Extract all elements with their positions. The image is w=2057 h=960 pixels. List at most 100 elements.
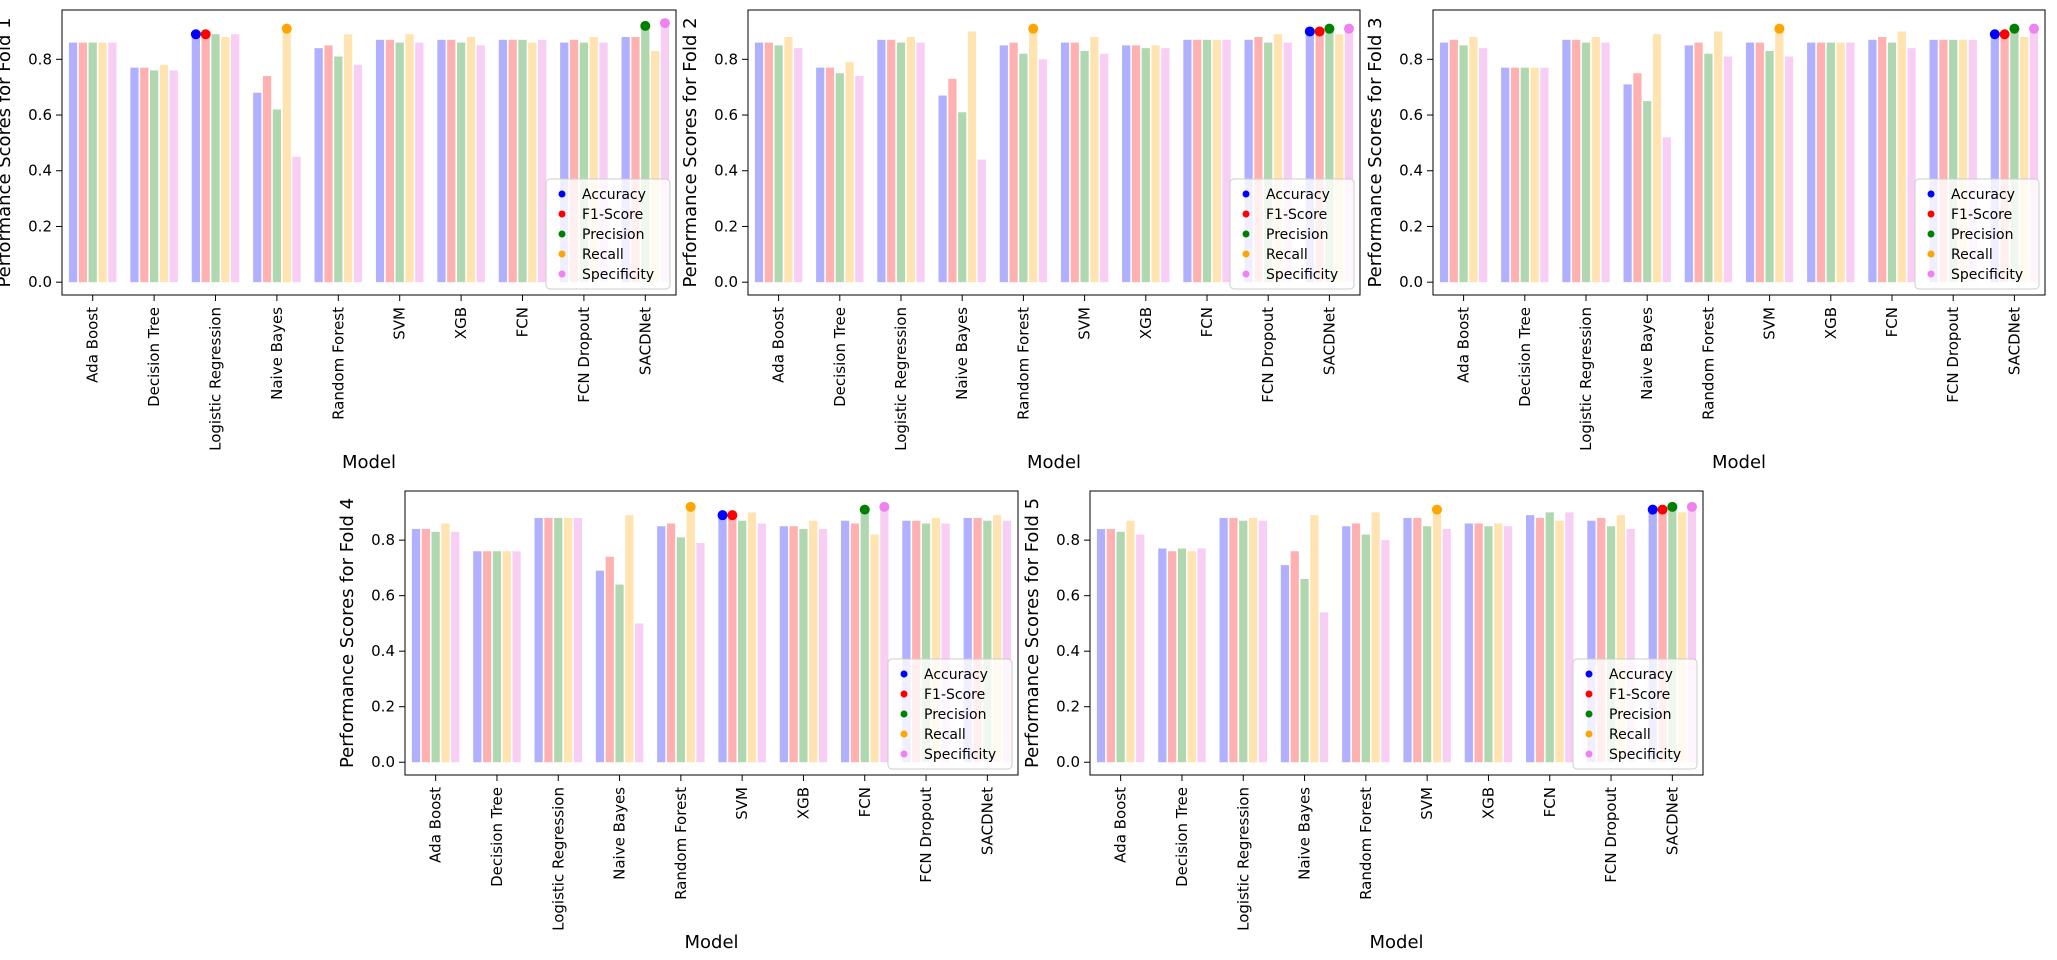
bar xyxy=(579,42,589,283)
best-marker xyxy=(1999,29,2010,40)
bar xyxy=(1183,39,1192,283)
best-marker xyxy=(190,29,201,40)
bar xyxy=(1929,39,1938,283)
bar xyxy=(1168,551,1177,763)
bar xyxy=(1545,512,1554,763)
subplot: 0.0 0.2 0.4 0.6 0.8 Ada Boost Decision Tree Log… xyxy=(1365,9,2046,473)
bar xyxy=(528,42,537,283)
bar xyxy=(1122,45,1131,283)
bar xyxy=(1136,534,1145,763)
bar xyxy=(938,95,947,283)
legend-label: Specificity xyxy=(1951,267,2023,283)
bar xyxy=(887,39,896,283)
bar xyxy=(1019,53,1028,283)
bar xyxy=(498,39,507,283)
bar xyxy=(825,67,835,283)
bar xyxy=(466,37,476,283)
bar xyxy=(747,512,757,763)
bar xyxy=(615,584,624,763)
bar xyxy=(1258,520,1267,763)
bar xyxy=(1197,548,1206,763)
bar xyxy=(1342,526,1351,763)
bar xyxy=(850,523,860,763)
bar xyxy=(779,526,788,763)
bar xyxy=(1439,42,1449,283)
bar xyxy=(676,537,685,763)
y-tick-label: 0.4 xyxy=(28,162,52,180)
bar xyxy=(841,520,850,763)
bar xyxy=(1565,512,1574,763)
best-marker xyxy=(200,29,211,40)
best-marker xyxy=(1657,504,1668,515)
bar xyxy=(1535,517,1545,763)
x-axis-label: Model xyxy=(342,452,396,473)
y-tick-label: 0.2 xyxy=(714,217,738,235)
legend-marker xyxy=(1927,190,1935,198)
x-tick-label: XGB xyxy=(452,307,470,339)
bar xyxy=(88,42,97,283)
bar xyxy=(456,42,466,283)
y-tick-label: 0.6 xyxy=(1056,587,1080,605)
y-tick-label: 0.0 xyxy=(714,273,738,291)
legend-marker xyxy=(1585,670,1593,678)
y-tick-label: 0.6 xyxy=(1399,106,1423,124)
x-tick-label: Logistic Regression xyxy=(1234,787,1252,931)
legend-marker xyxy=(1927,210,1935,218)
x-tick-label: FCN xyxy=(856,787,874,817)
bar xyxy=(1280,565,1290,763)
bar xyxy=(1652,34,1662,283)
bar xyxy=(1684,45,1693,283)
x-tick-label: FCN xyxy=(1883,307,1901,337)
bar xyxy=(169,70,178,283)
best-marker xyxy=(1314,26,1325,37)
bar xyxy=(1474,523,1483,763)
best-marker xyxy=(2028,23,2039,34)
bar xyxy=(1177,548,1187,763)
best-marker xyxy=(717,510,728,521)
best-marker xyxy=(2009,23,2020,34)
bar xyxy=(1060,42,1070,283)
x-tick-label: Naive Bayes xyxy=(953,307,971,400)
legend-label: Precision xyxy=(1951,227,2013,243)
bar xyxy=(1315,31,1324,283)
legend-marker xyxy=(900,750,908,758)
bar xyxy=(2000,34,2009,283)
bar xyxy=(1070,42,1079,283)
bar xyxy=(1968,39,1977,283)
y-tick-label: 0.4 xyxy=(371,642,395,660)
bar xyxy=(1648,509,1657,763)
y-tick-label: 0.0 xyxy=(1056,753,1080,771)
bar xyxy=(1239,520,1248,763)
legend-label: Accuracy xyxy=(1609,667,1673,683)
x-tick-label: Ada Boost xyxy=(427,787,445,863)
bar xyxy=(1244,39,1253,283)
bar xyxy=(1581,42,1591,283)
bar xyxy=(353,64,363,283)
x-tick-label: FCN Dropout xyxy=(1944,307,1962,403)
x-tick-label: Ada Boost xyxy=(1112,787,1130,863)
bar xyxy=(999,45,1008,283)
bar xyxy=(660,23,670,283)
bar xyxy=(877,39,886,283)
bar xyxy=(650,50,660,283)
bar xyxy=(573,517,582,763)
x-tick-label: XGB xyxy=(1479,787,1497,819)
best-marker xyxy=(640,20,651,31)
bar xyxy=(1361,534,1370,763)
legend-label: Accuracy xyxy=(1266,187,1330,203)
bar xyxy=(1479,48,1488,283)
legend-marker xyxy=(1242,250,1250,258)
bar xyxy=(896,42,906,283)
bar xyxy=(431,531,440,763)
bar xyxy=(1826,42,1835,283)
bar xyxy=(635,623,644,763)
bar xyxy=(757,523,766,763)
bar xyxy=(395,42,404,283)
legend-marker xyxy=(900,710,908,718)
x-tick-label: SVM xyxy=(1418,787,1436,820)
bar xyxy=(605,556,614,763)
bar xyxy=(1310,515,1319,763)
bar xyxy=(1484,526,1493,763)
bar xyxy=(625,515,634,763)
x-tick-label: Ada Boost xyxy=(1455,307,1473,383)
